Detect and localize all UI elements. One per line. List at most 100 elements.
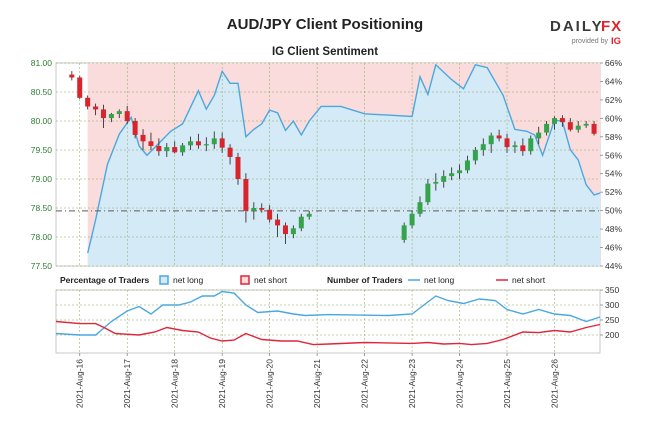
candle-body [164,147,170,152]
candle-body [298,216,304,229]
pct-tick-label: 44% [605,261,622,271]
candle-body [306,213,312,217]
brand-provider: IG [611,36,621,47]
pct-tick-label: 60% [605,113,622,123]
legend-pct-net-short-swatch [240,275,250,285]
brand-name-fx: FX [601,18,622,35]
candle-body [132,121,138,135]
net-long-count-line [55,290,601,336]
candle-body [77,77,83,98]
traders-axis-labels: 350 300 250 200 [600,285,619,340]
pct-tick-label: 54% [605,169,622,179]
pct-tick-label: 66% [605,58,622,68]
candle-body [552,118,558,124]
candlesticks [69,71,597,244]
date-tick-label: 2021-Aug-23 [407,359,417,408]
date-tick-label: 2021-Aug-25 [502,359,512,408]
chart-title: AUD/JPY Client Positioning [227,16,423,33]
legend-pct-net-short-label: net short [254,275,288,285]
dailyfx-logo: DAILY FX provided by IG [550,18,622,47]
candle-body [536,132,542,139]
candle-body [188,141,194,146]
candle-body [156,145,162,152]
candle-body [108,114,114,119]
chart-subtitle: IG Client Sentiment [272,46,378,58]
candle-body [567,122,573,130]
candle-body [544,123,550,133]
candle-body [409,213,415,226]
date-tick-label: 2021-Aug-20 [265,359,275,408]
candle-body [441,176,447,182]
candle-body [211,138,217,145]
candle-body [425,183,431,203]
net-long-percentage-line [87,63,601,254]
candle-body [528,138,534,152]
sentiment-areas [87,63,601,266]
price-tick-label: 78.00 [31,232,53,242]
price-axis-labels: 81.00 80.50 80.00 79.50 79.00 78.50 78.00 77.50 [31,58,53,271]
date-tick-label: 2021-Aug-16 [75,359,85,408]
candle-body [259,208,265,210]
candle-body [401,225,407,240]
price-tick-label: 80.50 [31,87,53,97]
candle-body [583,123,589,126]
net-short-percentage-area [87,63,601,254]
percentage-axis-labels: 66% 64% 62% 60% 58% 56% 54% 52% 50% 48% 46% 44% [600,58,622,271]
candle-body [267,209,273,220]
price-tick-label: 77.50 [31,261,53,271]
candle-body [449,173,455,177]
candle-body [203,144,209,146]
traders-panel: 350 300 250 200 [55,285,619,354]
date-tick-label: 2021-Aug-17 [122,359,132,408]
traders-tick-label: 350 [605,285,619,295]
candle-body [591,123,597,134]
pct-tick-label: 58% [605,132,622,142]
candle-body [172,147,178,153]
traders-tick-label: 200 [605,330,619,340]
legend-num-net-long-label: net long [424,275,455,285]
date-tick-label: 2021-Aug-19 [217,359,227,408]
candle-body [235,156,241,179]
pct-tick-label: 50% [605,206,622,216]
candle-body [464,160,470,171]
candle-body [93,106,99,110]
price-panel: 81.00 80.50 80.00 79.50 79.00 78.50 78.00 77.50… [31,58,623,271]
brand-name-daily: DAILY [550,18,604,35]
candle-body [575,125,581,130]
price-tick-label: 81.00 [31,58,53,68]
pct-tick-label: 52% [605,187,622,197]
date-tick-label: 2021-Aug-24 [455,359,465,408]
pct-tick-label: 62% [605,95,622,105]
candle-body [219,138,225,148]
candle-body [496,135,502,139]
candle-body [457,170,463,174]
candle-body [275,219,281,226]
legend-number-title: Number of Traders [327,275,403,285]
candle-body [69,74,75,78]
candle-body [480,144,486,150]
candle-body [243,179,249,211]
candle-body [227,147,233,157]
candle-body [504,138,510,148]
date-axis: 2021-Aug-16 2021-Aug-17 2021-Aug-18 2021-Au… [75,353,560,408]
candle-body [140,134,146,142]
candle-body [417,202,423,214]
date-tick-label: 2021-Aug-21 [312,359,322,408]
traders-tick-label: 250 [605,315,619,325]
date-tick-label: 2021-Aug-22 [360,359,370,408]
date-tick-label: 2021-Aug-18 [170,359,180,408]
candle-body [148,141,154,146]
price-tick-label: 80.00 [31,116,53,126]
pct-tick-label: 64% [605,76,622,86]
candle-body [433,181,439,184]
brand-tagline: provided by [572,38,609,45]
price-tick-label: 79.00 [31,174,53,184]
candle-body [282,225,288,235]
traders-tick-label: 300 [605,300,619,310]
legend: Percentage of Traders net long net short… [60,275,546,285]
candle-body [559,118,565,123]
candle-body [180,145,186,153]
pct-tick-label: 46% [605,243,622,253]
